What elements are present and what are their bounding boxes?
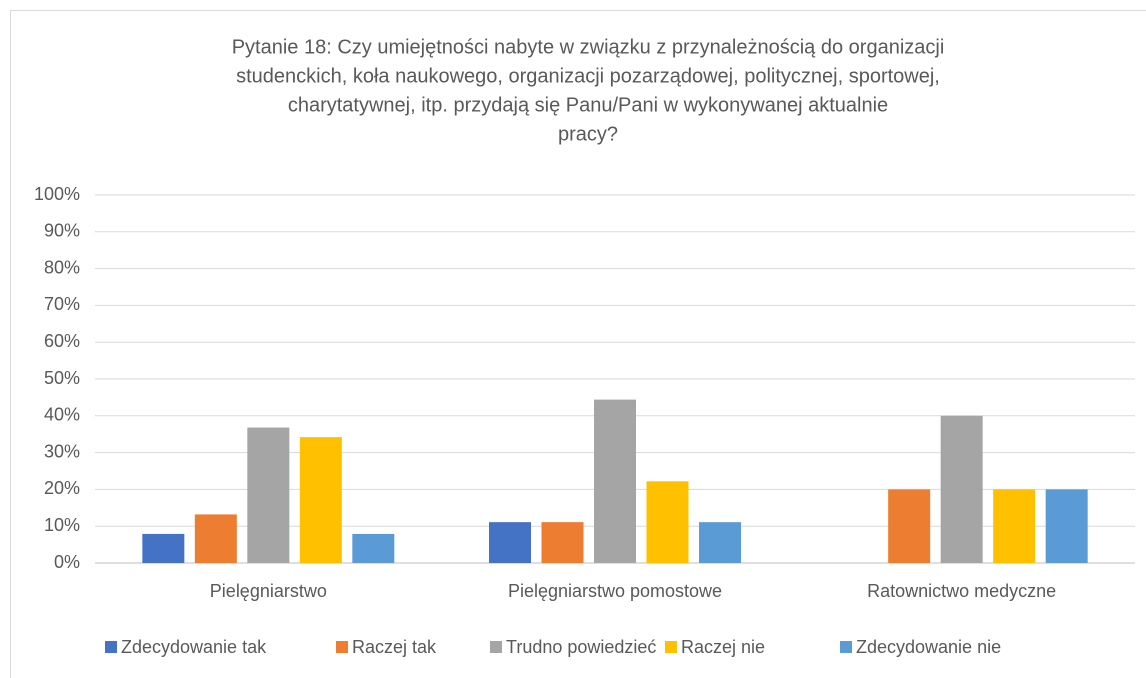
y-tick-label: 100% bbox=[34, 184, 80, 204]
y-tick-label: 10% bbox=[44, 515, 80, 535]
bar bbox=[194, 514, 237, 563]
legend-swatch bbox=[105, 641, 117, 653]
bar bbox=[594, 399, 636, 563]
bar bbox=[993, 489, 1036, 563]
legend-label: Trudno powiedzieć bbox=[506, 637, 656, 657]
bar bbox=[1045, 489, 1088, 563]
legend-label: Zdecydowanie tak bbox=[121, 637, 267, 657]
bar bbox=[299, 437, 342, 563]
bar bbox=[940, 415, 983, 563]
y-tick-label: 90% bbox=[44, 221, 80, 241]
y-tick-label: 70% bbox=[44, 294, 80, 314]
y-tick-label: 40% bbox=[44, 405, 80, 425]
legend-swatch bbox=[665, 641, 677, 653]
bar bbox=[247, 427, 290, 563]
bar bbox=[699, 522, 741, 563]
legend-swatch bbox=[840, 641, 852, 653]
y-tick-label: 50% bbox=[44, 368, 80, 388]
y-tick-label: 20% bbox=[44, 478, 80, 498]
chart-title: charytatywnej, itp. przydają się Panu/Pa… bbox=[288, 94, 888, 116]
chart-title: Pytanie 18: Czy umiejętności nabyte w zw… bbox=[232, 36, 945, 58]
bar bbox=[352, 533, 395, 563]
legend-label: Zdecydowanie nie bbox=[856, 637, 1001, 657]
bar bbox=[541, 522, 584, 563]
bar bbox=[646, 481, 689, 563]
y-tick-label: 60% bbox=[44, 331, 80, 351]
bar bbox=[142, 533, 185, 563]
legend-label: Raczej tak bbox=[352, 637, 437, 657]
y-tick-label: 30% bbox=[44, 441, 80, 461]
y-tick-label: 0% bbox=[54, 552, 80, 572]
legend-swatch bbox=[490, 641, 502, 653]
x-tick-label: Pielęgniarstwo bbox=[210, 581, 327, 601]
legend-swatch bbox=[336, 641, 348, 653]
bar bbox=[888, 489, 931, 563]
chart-border bbox=[10, 10, 1146, 678]
chart-title: studenckich, koła naukowego, organizacji… bbox=[236, 65, 940, 87]
y-tick-label: 80% bbox=[44, 257, 80, 277]
legend-label: Raczej nie bbox=[681, 637, 765, 657]
bar bbox=[489, 522, 531, 563]
x-tick-label: Pielęgniarstwo pomostowe bbox=[508, 581, 722, 601]
x-tick-label: Ratownictwo medyczne bbox=[867, 581, 1056, 601]
chart-title: pracy? bbox=[558, 123, 618, 145]
